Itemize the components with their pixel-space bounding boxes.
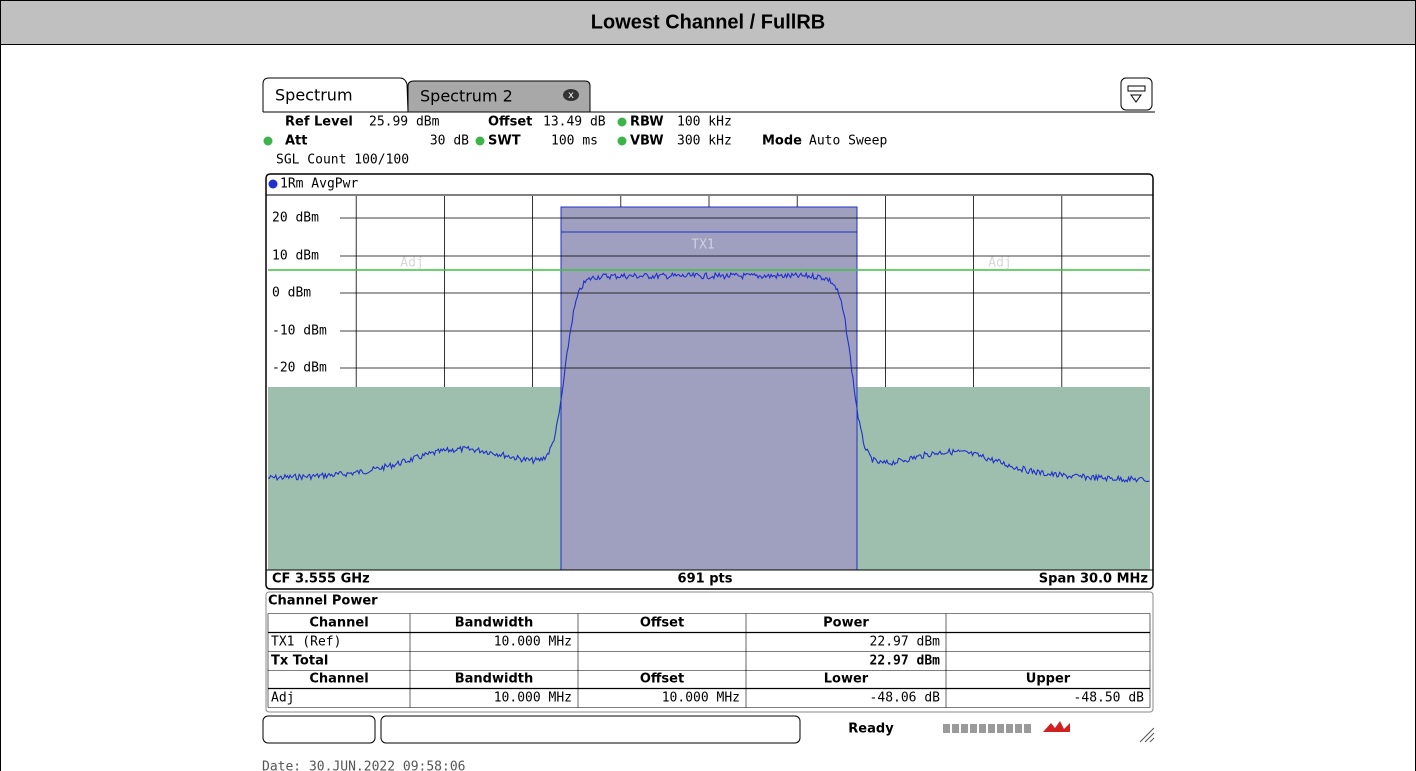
setting-label: Att [285, 134, 308, 149]
progress-block [997, 724, 1004, 733]
table-title: Channel Power [268, 594, 378, 609]
points: 691 pts [678, 572, 733, 587]
setting-label: SWT [488, 134, 521, 149]
column-header: Lower [824, 672, 869, 687]
progress-block [988, 724, 995, 733]
column-header: Bandwidth [455, 616, 533, 631]
resize-grip [1139, 727, 1155, 743]
progress-block [961, 724, 968, 733]
column-header: Channel [309, 672, 368, 687]
table-cell: -48.50 dB [1074, 691, 1145, 706]
menu-button[interactable] [1120, 77, 1153, 111]
y-label: -20 dBm [272, 361, 327, 376]
sgl-count: SGL Count 100/100 [276, 153, 409, 168]
column-header: Offset [640, 672, 684, 687]
progress-block [979, 724, 986, 733]
center-frequency: CF 3.555 GHz [272, 572, 370, 587]
progress-block [943, 724, 950, 733]
progress-block [1024, 724, 1031, 733]
region-label: Adj [400, 256, 423, 271]
span: Span 30.0 MHz [1039, 572, 1148, 587]
progress-block [1006, 724, 1013, 733]
column-header: Power [823, 616, 869, 631]
table-cell: 10.000 MHz [494, 635, 572, 650]
setting-label: RBW [630, 115, 664, 130]
tab-spectrum-2[interactable] [407, 80, 591, 112]
setting-label: Offset [488, 115, 532, 130]
logo [1043, 721, 1070, 732]
header-bar [0, 0, 1416, 45]
column-header: Offset [640, 616, 684, 631]
trace [267, 271, 1150, 483]
trace-label: 1Rm AvgPwr [280, 177, 358, 192]
status-box [262, 715, 376, 744]
indicator [617, 136, 627, 146]
column-header: Upper [1026, 672, 1071, 687]
status-box [380, 715, 801, 744]
table-cell: -48.06 dB [870, 691, 941, 706]
region-label: TX1 [691, 238, 714, 253]
setting-label: Mode [762, 134, 802, 149]
indicator [475, 136, 485, 146]
tab-label[interactable]: Spectrum 2 [420, 87, 513, 106]
table-cell: 22.97 dBm [870, 635, 941, 650]
tab-close[interactable] [563, 89, 579, 101]
tab-spectrum[interactable] [262, 77, 409, 113]
setting-value: 100 ms [551, 134, 598, 149]
table-cell: Adj [271, 691, 294, 706]
date: Date: 30.JUN.2022 09:58:06 [262, 760, 466, 771]
setting-label: Ref Level [285, 115, 353, 130]
table-cell: Tx Total [271, 654, 328, 669]
indicator [617, 117, 627, 127]
header-title: Lowest Channel / FullRB [591, 11, 825, 33]
tab-label[interactable]: Spectrum [275, 86, 353, 105]
trace-dot [268, 179, 278, 189]
adj-region [857, 387, 1150, 570]
y-label: 10 dBm [272, 249, 319, 264]
progress-block [1015, 724, 1022, 733]
setting-value: Auto Sweep [809, 134, 887, 149]
menu-icon [1127, 85, 1146, 103]
setting-value: 13.49 dB [543, 115, 606, 130]
adj-region [268, 387, 561, 570]
setting-label: VBW [630, 134, 664, 149]
setting-value: 30 dB [430, 134, 469, 149]
column-header: Bandwidth [455, 672, 533, 687]
setting-value: 100 kHz [677, 115, 732, 130]
region-label: Adj [988, 256, 1011, 271]
table-frame [265, 591, 1154, 713]
table-cell: 10.000 MHz [662, 691, 740, 706]
status: Ready [848, 722, 894, 737]
column-header: Channel [309, 616, 368, 631]
tx-region [560, 206, 858, 571]
table-cell: TX1 (Ref) [271, 635, 341, 650]
tab-close-icon: x [568, 90, 574, 101]
y-label: -10 dBm [272, 324, 327, 339]
setting-value: 300 kHz [677, 134, 732, 149]
setting-value: 25.99 dBm [369, 115, 440, 130]
table-cell: 10.000 MHz [494, 691, 572, 706]
table-cell: 22.97 dBm [870, 654, 941, 669]
progress-block [952, 724, 959, 733]
y-label: 0 dBm [272, 286, 311, 301]
y-label: 20 dBm [272, 211, 319, 226]
progress-block [970, 724, 977, 733]
indicator [263, 136, 273, 146]
